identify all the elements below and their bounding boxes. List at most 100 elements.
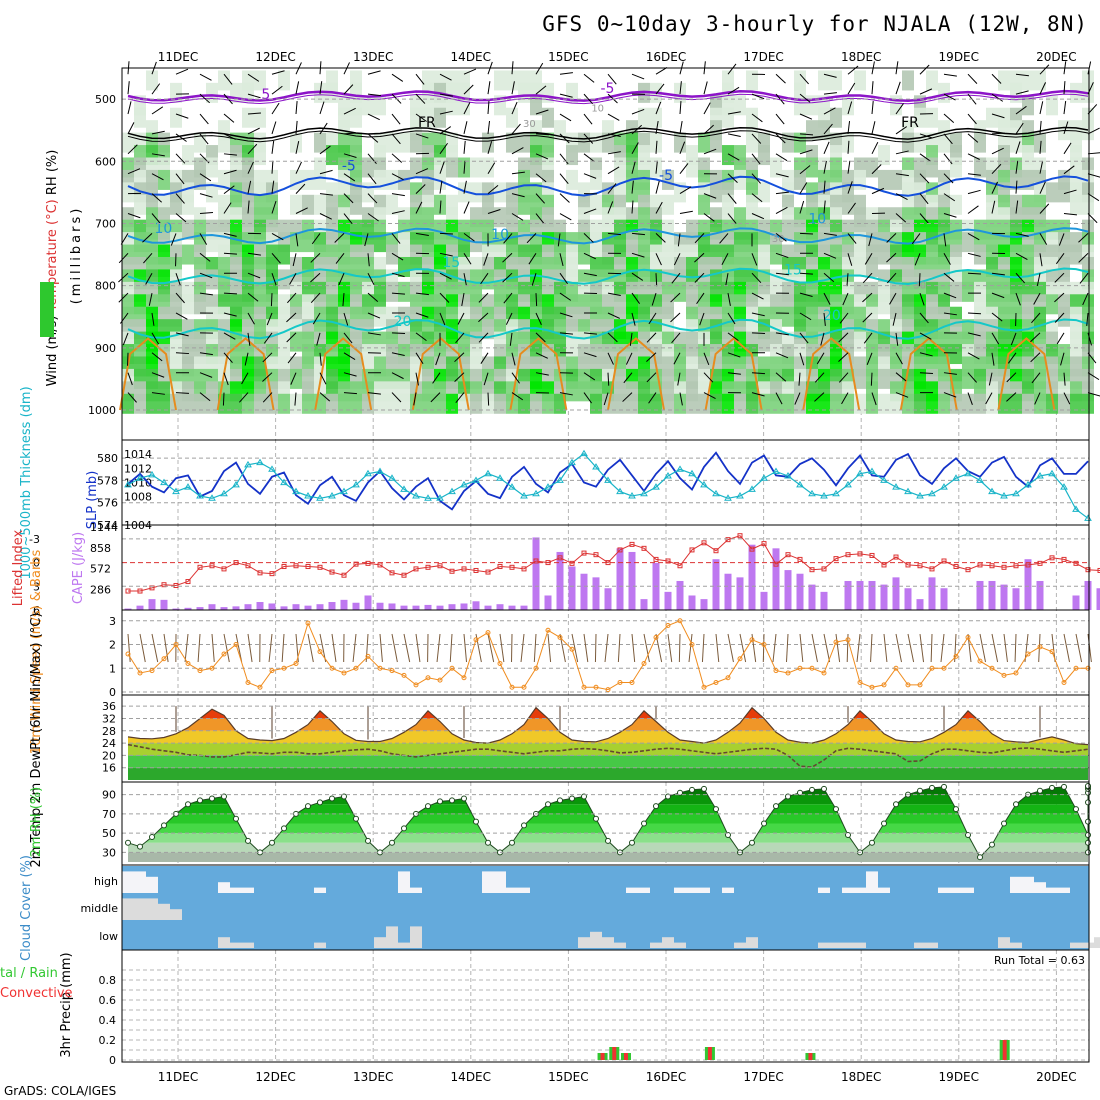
cape-bar [736, 577, 744, 610]
wind-barb [607, 332, 618, 343]
wind-speed-marker [701, 684, 707, 690]
wind-barb [696, 292, 705, 305]
wind-barb [559, 312, 573, 318]
surface-wind-barb [919, 633, 925, 663]
wind-barb [799, 312, 812, 321]
cape-bar [976, 580, 984, 610]
wind-barb [583, 113, 593, 125]
wind-barb [461, 293, 465, 306]
rh-marker [677, 789, 683, 796]
li-marker [389, 570, 395, 576]
wind-barb [511, 372, 520, 384]
cloud-high-bar [818, 887, 830, 893]
wind-speed-marker [137, 670, 143, 676]
rh-marker [773, 803, 779, 810]
thickness-marker [748, 485, 756, 492]
cape-tick-label: 572 [90, 563, 111, 576]
wind-barb [199, 292, 213, 296]
surface-wind-barb [895, 633, 902, 663]
rh-marker [353, 815, 359, 822]
wind-barb [1063, 121, 1069, 135]
wind-barb [343, 213, 353, 224]
wind-barb [727, 63, 737, 75]
surface-wind-barb [835, 633, 841, 663]
rh-cell [422, 393, 434, 414]
wind-barb [175, 332, 189, 337]
precip-legend-convective: Convective [0, 986, 73, 1001]
rh-cell [182, 393, 194, 414]
wind-barb [415, 352, 424, 364]
rh-cell [146, 70, 158, 91]
rh-cell [182, 244, 194, 265]
rh-marker [569, 795, 575, 802]
wind-barb [655, 180, 660, 194]
rh-cell [854, 331, 866, 352]
wind-barb [223, 372, 229, 386]
cloud-middle-bar [158, 903, 170, 920]
cloud-low-bar [578, 937, 590, 948]
cape-bar [460, 603, 468, 610]
wind-speed-marker [965, 634, 971, 640]
rh-marker [641, 820, 647, 827]
li-marker [197, 564, 203, 570]
wind-speed-marker [569, 646, 575, 652]
wind-barb [871, 187, 885, 195]
temp-tick-label: 20 [102, 749, 116, 762]
thickness-marker [544, 483, 552, 490]
wind-barb [751, 173, 761, 184]
cloud-high-bar [686, 887, 698, 893]
rh-marker [1037, 787, 1043, 794]
wind-barb [967, 173, 981, 176]
cloud-low-bar [914, 942, 926, 948]
wind-barb [151, 352, 163, 362]
rh-cell [926, 70, 938, 91]
rh-cell [314, 132, 326, 153]
wind-barb [463, 201, 470, 214]
li-marker [569, 560, 575, 566]
wind-barb [919, 64, 930, 75]
wind-barb [838, 332, 849, 343]
cape-bar [700, 599, 708, 610]
rh-cell [782, 132, 794, 153]
wind-barb [487, 392, 490, 406]
cape-bar [592, 577, 600, 610]
rh-cell [830, 70, 842, 91]
wind-barb [1007, 352, 1017, 364]
cape-bar [1072, 595, 1080, 610]
thickness-marker [604, 476, 612, 483]
cloud-high-bar [866, 871, 878, 893]
date-label-top: 18DEC [841, 50, 881, 64]
wind-barb [415, 133, 429, 139]
wind-barb [247, 161, 254, 174]
rh-cell [494, 70, 506, 91]
wind-barb [967, 312, 982, 315]
wind-barb [175, 292, 185, 304]
wind-barb [967, 205, 979, 214]
wind-barb [799, 165, 811, 175]
wind-speed-marker [1037, 644, 1043, 650]
wind-barb [367, 332, 381, 336]
wind-barb [1015, 252, 1028, 261]
cloud-low-bar [242, 942, 254, 948]
wind-barb [814, 392, 825, 402]
cloud-low-bar [410, 926, 422, 948]
wind-speed-marker [185, 661, 191, 666]
wind-barb [175, 133, 187, 142]
cape-bar [748, 544, 756, 610]
wind-barb [528, 253, 537, 265]
wind-barb [223, 133, 236, 140]
li-marker [521, 566, 527, 572]
rh-cell [674, 132, 686, 153]
temp-band [128, 767, 1088, 780]
surface-wind-barb [856, 633, 861, 663]
rh-marker [1085, 839, 1091, 846]
rh-marker [869, 839, 875, 846]
wind-barb [1030, 332, 1041, 343]
wind-barb [583, 208, 597, 214]
li-marker [713, 548, 719, 554]
wind-barb [919, 213, 929, 224]
wind-barb [991, 132, 1006, 135]
wind-barb [439, 200, 442, 214]
rh-marker [425, 803, 431, 810]
wind-barb [847, 120, 851, 134]
